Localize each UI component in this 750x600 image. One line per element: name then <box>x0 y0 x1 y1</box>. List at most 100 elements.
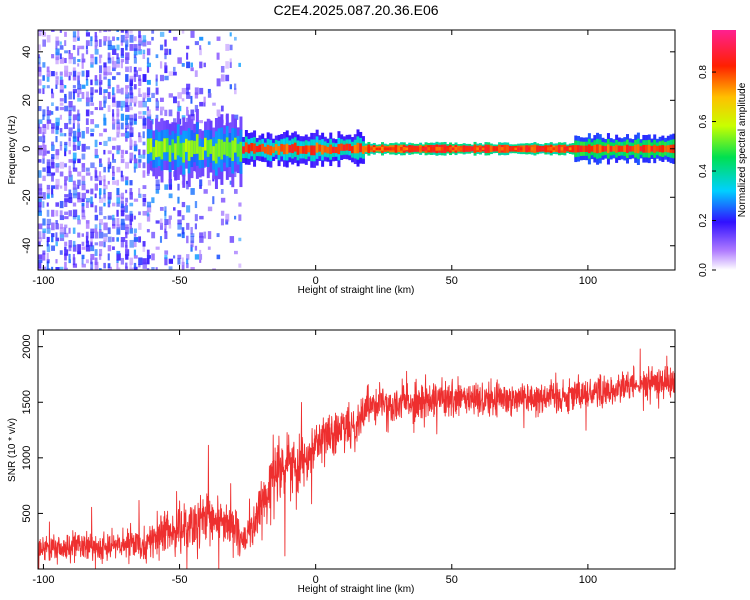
heatmap-cell <box>199 61 203 69</box>
heatmap-cell <box>590 145 594 152</box>
heatmap-cell <box>38 201 42 208</box>
heatmap-cell <box>190 227 193 235</box>
heatmap-cell <box>151 267 155 270</box>
heatmap-cell <box>90 56 94 65</box>
heatmap-cell <box>94 45 98 50</box>
heatmap-cell <box>55 48 60 56</box>
heatmap-cell <box>383 147 387 151</box>
heatmap-cell <box>55 56 59 65</box>
heatmap-cell <box>138 115 142 119</box>
heatmap-cell <box>38 61 41 68</box>
heatmap-cell <box>116 131 120 138</box>
heatmap-cell <box>94 148 98 156</box>
heatmap-cell <box>125 244 128 252</box>
heatmap-cell <box>107 253 110 261</box>
heatmap-cell <box>146 210 150 217</box>
heatmap-cell <box>234 250 238 255</box>
heatmap-cell <box>519 147 523 151</box>
heatmap-cell <box>85 70 90 78</box>
heatmap-cell <box>315 142 319 153</box>
heatmap-cell <box>120 40 124 46</box>
heatmap-cell <box>68 240 73 248</box>
heatmap-cell <box>112 165 115 174</box>
heatmap-cell <box>38 66 42 72</box>
heatmap-cell <box>77 215 80 221</box>
heatmap-cell <box>120 30 124 33</box>
heatmap-cell <box>46 162 51 169</box>
heatmap-cell <box>593 144 597 153</box>
heatmap-cell <box>370 147 374 151</box>
heatmap-cell <box>125 39 129 47</box>
heatmap-cell <box>81 258 84 265</box>
heatmap-cell <box>59 41 62 45</box>
heatmap-cell <box>42 218 46 226</box>
heatmap-cell <box>64 253 67 261</box>
heatmap-cell <box>38 254 43 260</box>
heatmap-cell <box>38 231 42 239</box>
heatmap-cell <box>138 44 141 51</box>
heatmap-cell <box>38 188 43 195</box>
heatmap-cell <box>46 218 52 226</box>
heatmap-cell <box>212 146 216 161</box>
heatmap-cell <box>506 147 510 151</box>
heatmap-cell <box>129 30 133 34</box>
heatmap-cell <box>125 30 128 34</box>
heatmap-cell <box>85 223 90 229</box>
heatmap-cell <box>77 30 80 39</box>
heatmap-cell <box>129 187 133 195</box>
heatmap-cell <box>81 215 86 220</box>
heatmap-cell <box>397 147 401 151</box>
heatmap-cell <box>120 47 124 56</box>
heatmap-cell <box>146 62 152 68</box>
heatmap-cell <box>98 197 104 204</box>
heatmap-cell <box>372 147 376 151</box>
heatmap-cell <box>68 71 72 76</box>
heatmap-cell <box>544 147 548 151</box>
heatmap-cell <box>90 133 94 137</box>
heatmap-cell <box>129 114 134 120</box>
heatmap-cell <box>159 61 163 69</box>
heatmap-cell <box>138 100 143 108</box>
heatmap-cell <box>181 201 186 208</box>
heatmap-cell <box>138 49 142 55</box>
heatmap-cell <box>85 102 90 107</box>
heatmap-cell <box>199 249 202 256</box>
heatmap-cell <box>103 30 108 33</box>
heatmap-cell <box>142 185 147 190</box>
heatmap-cell <box>120 196 124 204</box>
heatmap-cell <box>94 242 99 246</box>
heatmap-cell <box>116 84 120 89</box>
heatmap-cell <box>225 219 229 225</box>
heatmap-cell <box>64 70 69 77</box>
heatmap-cell <box>177 183 180 191</box>
heatmap-cell <box>220 65 225 73</box>
heatmap-cell <box>77 244 81 253</box>
heatmap-cell <box>413 147 417 151</box>
heatmap-cell <box>159 206 164 211</box>
heatmap-cell <box>164 219 169 225</box>
heatmap-cell <box>168 184 173 190</box>
heatmap-cell <box>68 132 72 137</box>
heatmap-cell <box>112 153 115 160</box>
heatmap-cell <box>195 134 199 154</box>
heatmap-cell <box>151 197 155 204</box>
heatmap-cell <box>120 236 126 242</box>
heatmap-cell <box>68 259 71 264</box>
heatmap-cell <box>216 109 221 117</box>
heatmap-cell <box>107 30 111 32</box>
heatmap-cell <box>59 98 64 102</box>
heatmap-cell <box>42 85 46 89</box>
heatmap-cell <box>90 92 94 99</box>
heatmap-cell <box>125 122 129 130</box>
heatmap-cell <box>198 146 202 161</box>
heatmap-cell <box>225 137 229 157</box>
heatmap-cell <box>146 268 150 270</box>
heatmap-cell <box>615 144 619 153</box>
x-tick-label: 100 <box>579 574 597 586</box>
heatmap-cell <box>164 254 168 259</box>
heatmap-cell <box>142 262 147 269</box>
colorbar: 0.0 0.2 0.4 0.6 0.8 Normalized spectral ampl… <box>698 30 748 277</box>
heatmap-cell <box>440 146 444 151</box>
heatmap-cell <box>46 85 50 89</box>
figure-title: C2E4.2025.087.20.36.E06 <box>273 2 438 18</box>
